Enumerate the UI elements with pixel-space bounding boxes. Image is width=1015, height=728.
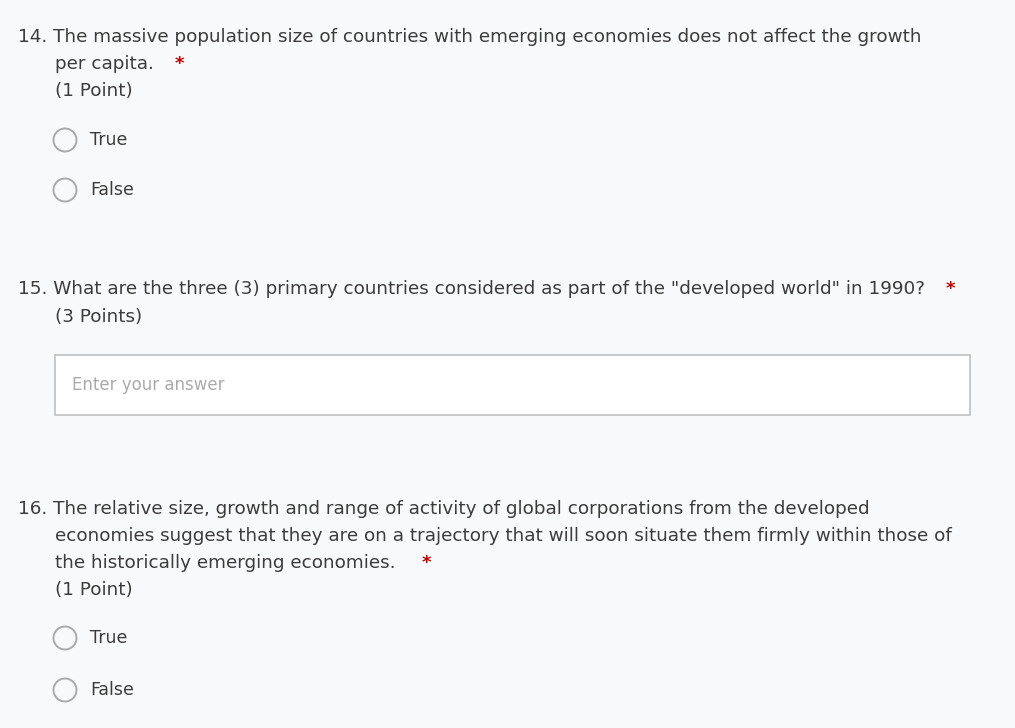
Text: Enter your answer: Enter your answer bbox=[72, 376, 224, 394]
Text: 15. What are the three (3) primary countries considered as part of the "develope: 15. What are the three (3) primary count… bbox=[18, 280, 931, 298]
Text: *: * bbox=[946, 280, 955, 298]
Text: (3 Points): (3 Points) bbox=[55, 308, 142, 326]
FancyBboxPatch shape bbox=[55, 355, 970, 415]
Text: True: True bbox=[90, 131, 127, 149]
Text: (1 Point): (1 Point) bbox=[55, 581, 133, 599]
Text: economies suggest that they are on a trajectory that will soon situate them firm: economies suggest that they are on a tra… bbox=[55, 527, 952, 545]
Text: False: False bbox=[90, 181, 134, 199]
Text: (1 Point): (1 Point) bbox=[55, 82, 133, 100]
Text: *: * bbox=[422, 554, 431, 572]
Text: True: True bbox=[90, 629, 127, 647]
Text: per capita.: per capita. bbox=[55, 55, 159, 73]
Text: 14. The massive population size of countries with emerging economies does not af: 14. The massive population size of count… bbox=[18, 28, 922, 46]
Text: False: False bbox=[90, 681, 134, 699]
Text: *: * bbox=[175, 55, 185, 73]
Text: the historically emerging economies.: the historically emerging economies. bbox=[55, 554, 401, 572]
Text: 16. The relative size, growth and range of activity of global corporations from : 16. The relative size, growth and range … bbox=[18, 500, 870, 518]
